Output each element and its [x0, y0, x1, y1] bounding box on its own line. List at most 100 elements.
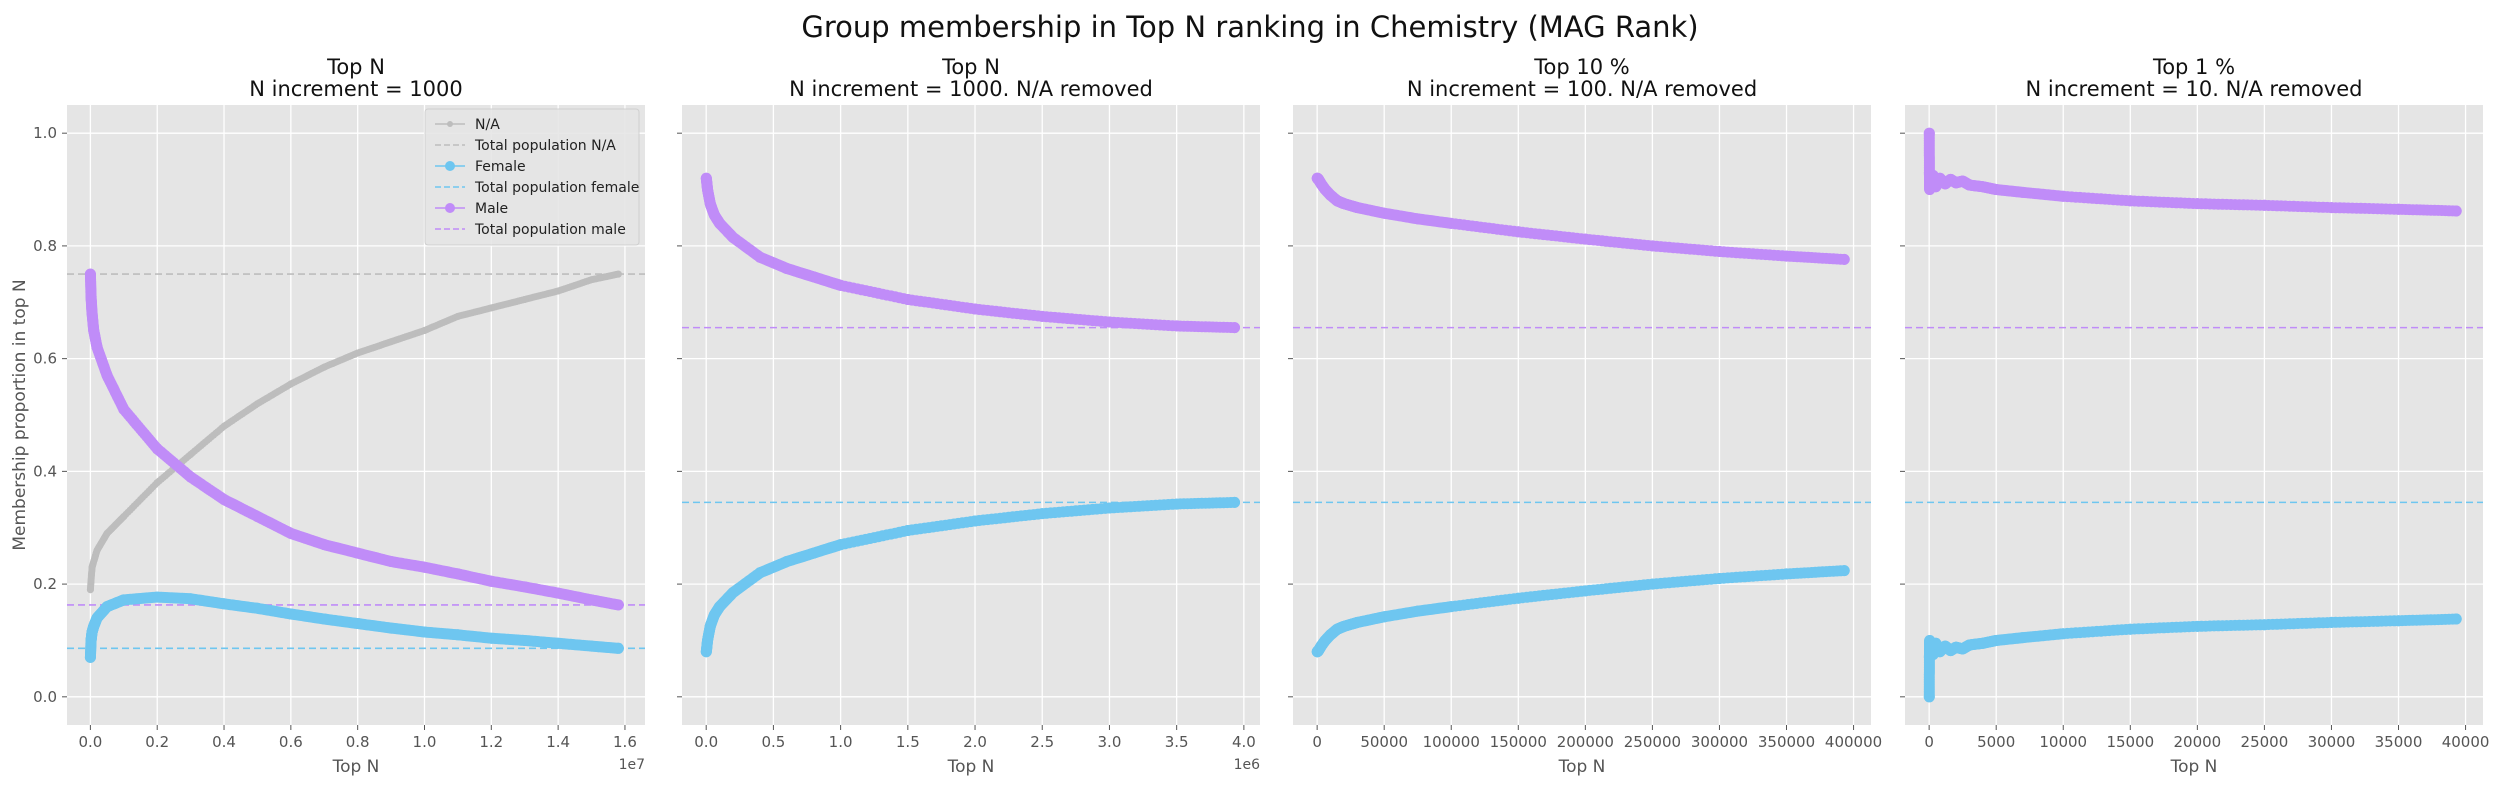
data-point — [552, 637, 564, 649]
chart-panel-3: Top 10 %N increment = 100. N/A removed 0 5… — [1288, 55, 1882, 777]
x-tick-label: 0.5 — [761, 733, 785, 751]
x-tick-label: 0.8 — [346, 733, 370, 751]
y-axis-label: Membership proportion in top N — [10, 279, 30, 550]
data-point — [318, 613, 330, 625]
x-tick-label: 40000 — [2442, 733, 2490, 751]
data-point — [708, 609, 720, 621]
series-male — [700, 172, 1240, 334]
data-point — [320, 363, 328, 371]
x-tick-label: 0 — [1312, 733, 1322, 751]
x-axis-offset-label: 1e6 — [1234, 757, 1261, 773]
data-point — [86, 308, 98, 319]
data-point — [352, 547, 364, 559]
data-point — [118, 403, 130, 415]
y-tick-label: 0.2 — [33, 575, 57, 593]
x-tick-label: 3.5 — [1165, 733, 1189, 751]
data-point — [387, 338, 395, 346]
data-point — [1338, 198, 1350, 210]
data-point — [1714, 573, 1725, 584]
data-point — [727, 232, 739, 243]
data-point — [485, 575, 497, 587]
data-point — [251, 602, 263, 614]
data-point — [2450, 205, 2462, 217]
data-point — [1104, 502, 1115, 514]
data-point — [2258, 199, 2270, 211]
data-point — [352, 618, 364, 629]
data-point — [1104, 316, 1115, 328]
data-point — [120, 513, 128, 520]
panels: Top NN increment = 10000.0 0.2 0.4 0.6 0.8 1.… — [10, 55, 2489, 777]
data-point — [101, 601, 113, 613]
data-point — [318, 539, 330, 551]
data-point — [419, 561, 430, 573]
data-point — [1579, 233, 1591, 245]
data-point — [2017, 186, 2029, 198]
data-point — [969, 303, 981, 315]
x-tick-label: 0.0 — [694, 733, 718, 751]
legend-box — [424, 108, 640, 246]
legend-item: Total population N/A — [435, 138, 616, 154]
data-point — [253, 400, 261, 408]
panel-title-line1: Top N — [941, 55, 1000, 79]
data-point — [118, 594, 130, 606]
x-tick-label: 2.0 — [963, 733, 987, 751]
data-point — [1963, 639, 1975, 651]
data-point — [702, 184, 713, 195]
x-tick-label: 350000 — [1758, 733, 1815, 751]
data-point — [521, 296, 529, 303]
data-point — [84, 651, 96, 663]
data-point — [586, 640, 597, 652]
x-tick-label: 400000 — [1825, 733, 1882, 751]
series-male — [84, 268, 624, 611]
data-point — [487, 304, 495, 312]
data-point — [612, 599, 624, 611]
data-point — [153, 479, 161, 487]
x-tick-label: 100000 — [1423, 733, 1480, 751]
plot-area — [1293, 105, 1871, 725]
series-male — [1311, 172, 1850, 265]
data-point — [552, 587, 564, 599]
data-point — [85, 635, 97, 646]
data-point — [754, 567, 766, 579]
data-point — [285, 608, 297, 620]
series-na — [86, 270, 622, 594]
data-point — [1923, 691, 1935, 703]
x-tick-label: 1.2 — [479, 733, 503, 751]
x-tick-label: 300000 — [1691, 733, 1748, 751]
data-point — [1923, 127, 1935, 139]
data-point — [151, 443, 163, 455]
data-point — [88, 563, 96, 571]
data-point — [86, 586, 94, 594]
x-tick-label: 1.0 — [829, 733, 853, 751]
data-point — [85, 291, 97, 303]
data-point — [354, 349, 362, 357]
data-point — [700, 172, 712, 184]
data-point — [1445, 601, 1457, 613]
data-point — [452, 629, 464, 641]
x-tick-label: 200000 — [1557, 733, 1614, 751]
data-point — [1412, 605, 1424, 617]
data-point — [2258, 619, 2270, 631]
legend-item: Male — [435, 201, 508, 217]
x-axis-label: Top N — [332, 757, 380, 777]
data-point — [185, 593, 197, 605]
data-point — [385, 622, 397, 634]
legend-label: Male — [475, 201, 508, 217]
plot-area — [1905, 105, 2483, 725]
x-axis-offset-label: 1e7 — [619, 757, 645, 773]
data-point — [586, 594, 597, 606]
legend-marker — [445, 203, 455, 213]
x-tick-label: 10000 — [2039, 733, 2087, 751]
y-tick-label: 0.6 — [33, 350, 57, 368]
data-point — [485, 632, 497, 644]
data-point — [1579, 585, 1591, 597]
data-point — [220, 422, 228, 430]
data-point — [185, 471, 197, 483]
data-point — [84, 268, 96, 280]
data-point — [1412, 213, 1424, 225]
data-point — [187, 451, 195, 458]
data-point — [101, 370, 113, 381]
panel-title-line2: N increment = 100. N/A removed — [1407, 77, 1757, 101]
x-tick-label: 30000 — [2308, 733, 2356, 751]
